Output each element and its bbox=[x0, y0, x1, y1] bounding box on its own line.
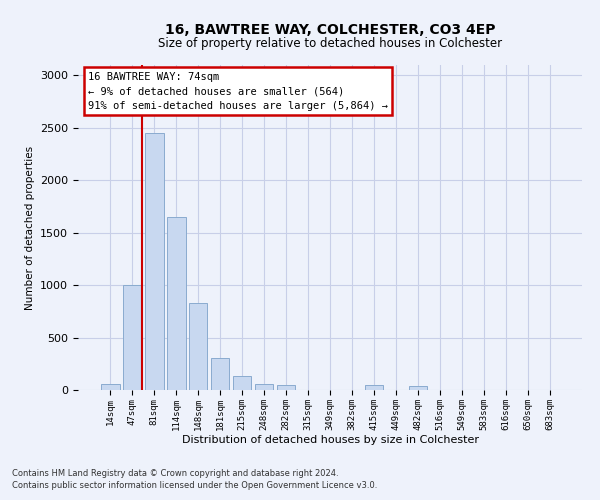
Bar bbox=[233, 376, 251, 390]
Bar bbox=[101, 384, 119, 390]
Bar bbox=[211, 358, 229, 390]
Bar bbox=[189, 303, 208, 390]
Text: Contains HM Land Registry data © Crown copyright and database right 2024.: Contains HM Land Registry data © Crown c… bbox=[12, 468, 338, 477]
Bar bbox=[365, 386, 383, 390]
Bar bbox=[409, 386, 427, 390]
Text: 16, BAWTREE WAY, COLCHESTER, CO3 4EP: 16, BAWTREE WAY, COLCHESTER, CO3 4EP bbox=[165, 22, 495, 36]
Text: Contains public sector information licensed under the Open Government Licence v3: Contains public sector information licen… bbox=[12, 481, 377, 490]
Text: Size of property relative to detached houses in Colchester: Size of property relative to detached ho… bbox=[158, 38, 502, 51]
Text: 16 BAWTREE WAY: 74sqm
← 9% of detached houses are smaller (564)
91% of semi-deta: 16 BAWTREE WAY: 74sqm ← 9% of detached h… bbox=[88, 72, 388, 111]
Bar bbox=[277, 386, 295, 390]
Y-axis label: Number of detached properties: Number of detached properties bbox=[25, 146, 35, 310]
Bar bbox=[255, 384, 274, 390]
X-axis label: Distribution of detached houses by size in Colchester: Distribution of detached houses by size … bbox=[182, 436, 479, 446]
Bar bbox=[145, 133, 164, 390]
Bar bbox=[167, 217, 185, 390]
Bar bbox=[123, 285, 142, 390]
